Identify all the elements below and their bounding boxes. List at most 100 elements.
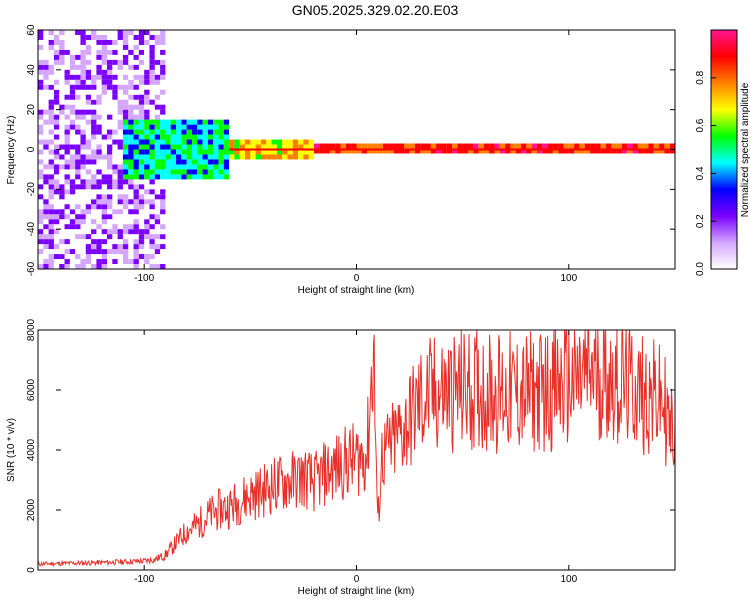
spectrogram-cell — [96, 124, 102, 130]
spectrogram-cell — [144, 229, 150, 235]
spectrogram-cell — [160, 209, 166, 215]
spectrogram-cell — [133, 149, 139, 155]
spectrogram-cell — [165, 159, 171, 165]
spectrogram-cell — [420, 143, 426, 149]
spectrogram-x-ticks: -100 0 100 — [134, 30, 578, 284]
spectrogram-cell — [160, 124, 166, 130]
spectrogram-cell — [91, 219, 97, 225]
y-tick-label: 40 — [26, 64, 37, 76]
spectrogram-cell — [38, 214, 44, 220]
spectrogram-cell — [138, 184, 145, 190]
spectrogram-cell — [43, 54, 49, 60]
spectrogram-cell — [160, 244, 166, 250]
spectrogram-cell — [38, 159, 44, 165]
spectrogram-cell — [197, 124, 203, 130]
spectrogram-cell — [53, 204, 60, 210]
spectrogram-cell — [75, 94, 81, 100]
spectrogram-cell — [117, 109, 123, 115]
spectrogram-cell — [122, 259, 129, 265]
spectrogram-y-label: Frequency (Hz) — [6, 116, 17, 185]
spectrogram-cell — [122, 194, 129, 200]
spectrogram-cell — [154, 219, 161, 225]
spectrogram-cell — [600, 148, 606, 154]
spectrogram-cell — [133, 64, 139, 70]
spectrogram-cell — [64, 139, 70, 145]
spectrogram-cell — [584, 143, 591, 149]
spectrogram-cell — [489, 148, 495, 154]
spectrogram-cell — [229, 139, 235, 145]
spectrogram-cell — [53, 189, 60, 195]
spectrogram-cell — [319, 143, 325, 149]
spectrogram-cell — [191, 134, 198, 140]
spectrogram-cell — [340, 148, 346, 154]
spectrogram-cell — [64, 189, 70, 195]
spectrogram-cell — [245, 144, 251, 150]
spectrogram-cell — [64, 204, 70, 210]
spectrogram-cell — [80, 34, 86, 40]
colorbar-tick-label: 0.2 — [695, 214, 706, 228]
spectrogram-cell — [473, 148, 479, 154]
spectrogram-cell — [287, 139, 293, 145]
spectrogram-cell — [446, 143, 453, 149]
spectrogram-cell — [149, 34, 155, 40]
spectrogram-cell — [107, 154, 113, 160]
spectrogram-cell — [149, 224, 155, 230]
spectrogram-cell — [542, 148, 548, 154]
spectrogram-cell — [154, 174, 161, 180]
spectrogram-cell — [53, 99, 60, 105]
spectrogram-cell — [308, 154, 315, 160]
spectrogram-cell — [579, 148, 585, 154]
spectrogram-cell — [122, 204, 129, 210]
spectrogram-cell — [96, 249, 102, 255]
spectrogram-cell — [202, 129, 208, 135]
spectrogram-cell — [117, 194, 123, 200]
spectrogram-cell — [218, 129, 224, 135]
spectrogram-cell — [160, 129, 166, 135]
spectrogram-cell — [207, 124, 214, 130]
spectrogram-cell — [107, 49, 113, 55]
y-tick-label: -40 — [26, 222, 37, 237]
spectrogram-cell — [160, 189, 166, 195]
spectrogram-cell — [611, 143, 617, 149]
spectrogram-cell — [632, 148, 638, 154]
spectrogram-cell — [319, 148, 325, 154]
spectrogram-cell — [117, 234, 123, 240]
spectrogram-cell — [202, 134, 208, 140]
spectrogram-cell — [85, 209, 92, 215]
spectrogram-cell — [80, 199, 86, 205]
spectrogram-cell — [138, 74, 145, 80]
spectrogram-cell — [117, 174, 123, 180]
spectrogram-cell — [85, 94, 92, 100]
spectrogram-cell — [398, 148, 405, 154]
spectrogram-cell — [133, 254, 139, 260]
spectrogram-cell — [611, 148, 617, 154]
spectrogram-cell — [144, 154, 150, 160]
spectrogram-cell — [149, 144, 155, 150]
spectrogram-cell — [48, 129, 54, 135]
spectrogram-cell — [478, 143, 484, 149]
spectrogram-cell — [149, 264, 155, 269]
spectrogram-cell — [122, 30, 129, 35]
spectrogram-cell — [181, 154, 187, 160]
spectrogram-cell — [436, 148, 442, 154]
spectrogram-cell — [69, 89, 76, 95]
spectrogram-cell — [138, 94, 145, 100]
spectrogram-cell — [138, 204, 145, 210]
spectrogram-cell — [38, 264, 44, 269]
spectrogram-cell — [43, 89, 49, 95]
spectrogram-cell — [122, 239, 129, 245]
spectrogram-cell — [213, 159, 219, 165]
spectrogram-cell — [122, 104, 129, 110]
spectrogram-cell — [260, 154, 267, 160]
spectrogram-cell — [133, 154, 139, 160]
spectrogram-cell — [96, 154, 102, 160]
spectrogram-cell — [160, 164, 166, 170]
spectrogram-cell — [59, 164, 65, 170]
spectrogram-cell — [75, 254, 81, 260]
spectrogram-cell — [59, 54, 65, 60]
spectrogram-cell — [48, 84, 54, 90]
spectrogram-cell — [213, 129, 219, 135]
spectrogram-cell — [605, 148, 612, 154]
spectrogram-cell — [473, 143, 479, 149]
spectrogram-cell — [138, 124, 145, 130]
